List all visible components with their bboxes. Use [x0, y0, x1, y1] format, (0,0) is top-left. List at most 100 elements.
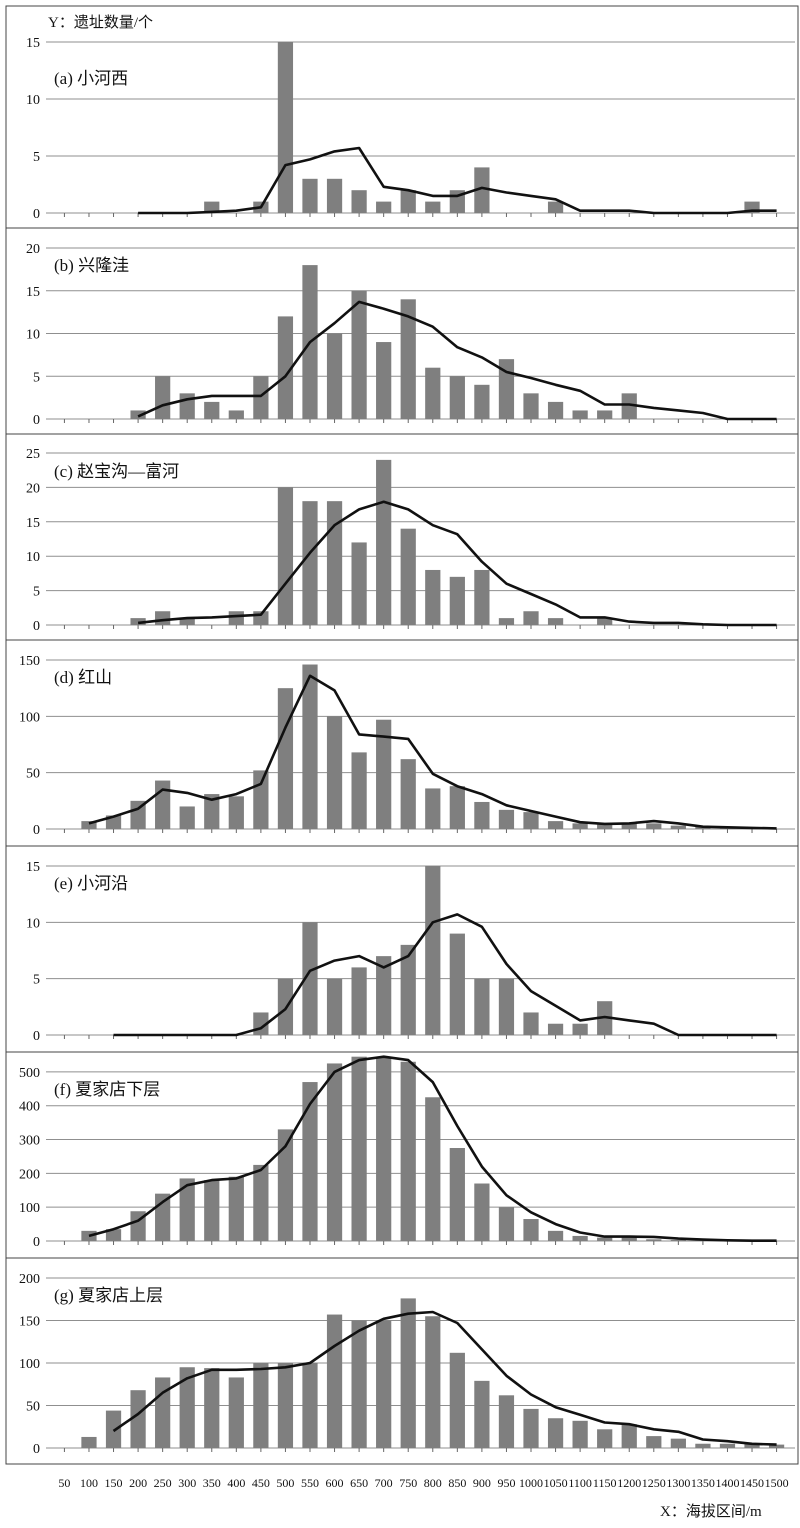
- bar: [670, 1438, 686, 1448]
- bar: [130, 410, 146, 419]
- y-tick-label: 15: [26, 516, 40, 531]
- x-tick-label: 150: [105, 1476, 123, 1490]
- y-tick-label: 20: [26, 481, 40, 496]
- y-tick-label: 20: [26, 242, 40, 257]
- y-tick-label: 10: [26, 550, 40, 565]
- bar: [498, 809, 515, 829]
- x-tick-label: 350: [203, 1476, 221, 1490]
- bar: [302, 922, 318, 1035]
- bar: [621, 823, 637, 829]
- bar: [572, 1235, 588, 1241]
- y-tick-label: 0: [33, 207, 40, 222]
- panel-frame: [5, 1257, 799, 1465]
- bar: [474, 978, 490, 1035]
- bar: [155, 611, 171, 625]
- bar: [621, 1424, 637, 1448]
- y-tick-label: 150: [19, 1315, 40, 1330]
- bar: [523, 611, 539, 625]
- bar: [376, 342, 392, 419]
- bar: [646, 1436, 662, 1448]
- bar: [400, 528, 416, 625]
- panel-label: (a) 小河西: [54, 69, 128, 88]
- bar: [425, 201, 441, 213]
- bar: [253, 1164, 269, 1241]
- panel-label: (c) 赵宝沟—富河: [54, 462, 179, 481]
- bar: [204, 1180, 220, 1241]
- x-tick-label: 1000: [519, 1476, 543, 1490]
- bar: [768, 1444, 785, 1448]
- panel-label: (d) 红山: [54, 668, 112, 687]
- bar: [547, 401, 564, 419]
- bar: [523, 1408, 539, 1448]
- bar: [744, 1443, 760, 1448]
- bar: [449, 933, 465, 1035]
- bar: [572, 410, 588, 419]
- bar: [400, 299, 416, 419]
- x-tick-label: 100: [80, 1476, 98, 1490]
- bar: [547, 1023, 564, 1035]
- bar: [351, 752, 367, 829]
- bar: [400, 944, 416, 1035]
- bar: [326, 1063, 343, 1241]
- y-tick-label: 300: [19, 1134, 40, 1149]
- bar: [351, 1056, 367, 1241]
- y-tick-label: 0: [33, 619, 40, 634]
- x-tick-label: 1350: [691, 1476, 715, 1490]
- bar: [670, 825, 686, 829]
- bar: [449, 786, 465, 829]
- y-tick-label: 5: [33, 973, 40, 988]
- bar: [547, 1230, 564, 1241]
- x-tick-label: 400: [227, 1476, 245, 1490]
- bar: [351, 542, 367, 625]
- bar: [228, 611, 244, 625]
- panel-label: (f) 夏家店下层: [54, 1080, 160, 1099]
- x-tick-label: 1200: [617, 1476, 641, 1490]
- panels: 0 5 10 15 (a) 小河西 0 5 10 15 20 (b) 兴隆洼 0 5 10 15 20 25 (c…: [5, 5, 799, 1465]
- y-tick-label: 100: [19, 1357, 40, 1372]
- chart-panel: 0 100 200 300 400 500 (f) 夏家店下层: [5, 1051, 799, 1259]
- bar: [719, 1443, 736, 1448]
- bar: [523, 812, 539, 829]
- y-tick-label: 0: [33, 1235, 40, 1250]
- bar: [351, 1320, 367, 1448]
- bar: [474, 1183, 490, 1241]
- bar: [81, 821, 97, 829]
- bar: [326, 178, 343, 213]
- bar: [228, 1176, 244, 1241]
- bar: [130, 618, 146, 625]
- bar: [130, 1390, 146, 1448]
- bar: [253, 1363, 269, 1448]
- y-tick-label: 10: [26, 93, 40, 108]
- bar: [425, 866, 441, 1035]
- bar: [204, 794, 220, 829]
- chart-panel: 0 5 10 15 20 25 (c) 赵宝沟—富河: [5, 433, 799, 641]
- bar: [572, 823, 588, 829]
- y-axis-title: Y：遗址数量/个: [48, 14, 153, 31]
- bar: [597, 824, 613, 829]
- x-tick-label: 550: [301, 1476, 319, 1490]
- y-tick-label: 50: [26, 767, 40, 782]
- bar: [597, 1237, 613, 1241]
- bar: [155, 780, 171, 829]
- x-tick-label: 900: [473, 1476, 491, 1490]
- trend-line: [88, 674, 777, 830]
- bar: [474, 167, 490, 213]
- bar: [498, 1207, 515, 1241]
- bar: [105, 1410, 122, 1448]
- y-tick-label: 15: [26, 36, 40, 51]
- bar: [621, 1235, 637, 1241]
- trend-line: [88, 1055, 777, 1242]
- bar: [425, 1316, 441, 1448]
- x-tick-label: 850: [448, 1476, 466, 1490]
- bar: [523, 1012, 539, 1035]
- bar: [498, 618, 515, 625]
- x-tick-label: 650: [350, 1476, 368, 1490]
- bar: [376, 1320, 392, 1448]
- x-tick-label: 1500: [765, 1476, 789, 1490]
- bar: [376, 1056, 392, 1241]
- bar: [547, 618, 564, 625]
- bar: [572, 1420, 588, 1448]
- x-tick-label: 600: [326, 1476, 344, 1490]
- x-tick-label: 1100: [568, 1476, 592, 1490]
